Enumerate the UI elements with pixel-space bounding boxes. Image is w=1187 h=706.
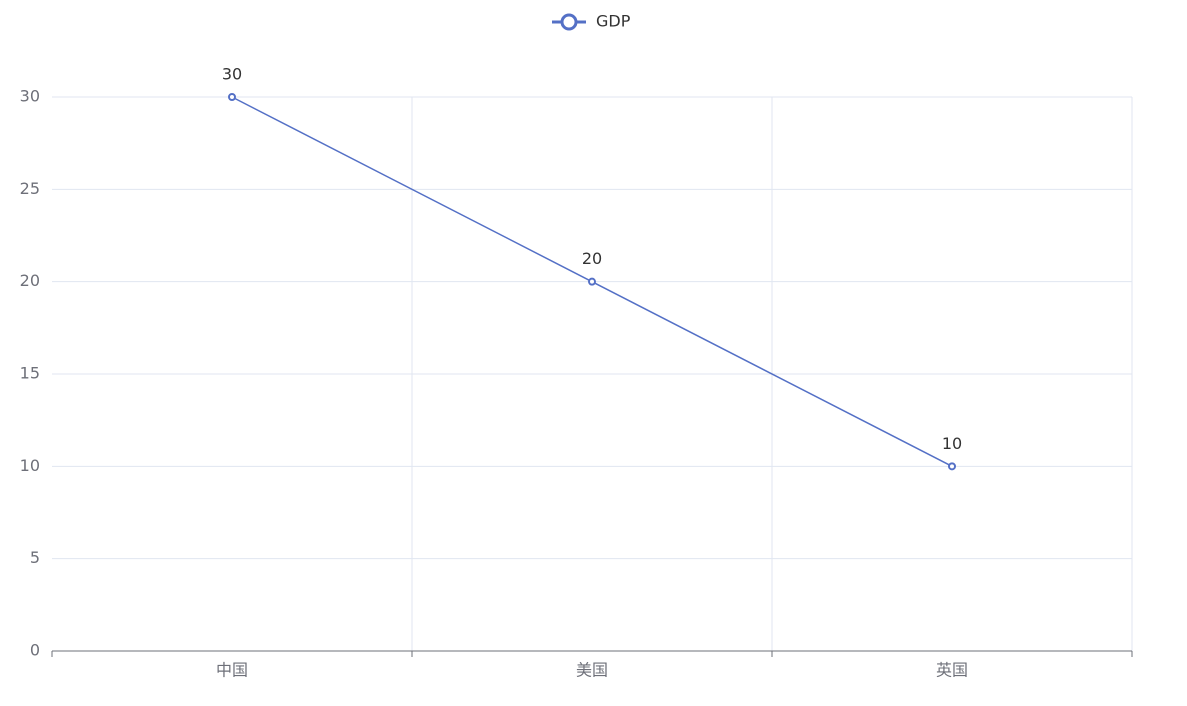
y-tick-label: 5	[30, 548, 40, 567]
y-tick-label: 20	[20, 271, 40, 290]
point	[588, 277, 596, 286]
x-tick-label: 美国	[576, 661, 608, 680]
data-label: 20	[582, 249, 602, 268]
x-tick-label: 英国	[936, 661, 968, 680]
data-label: 30	[222, 65, 242, 84]
legend-label: GDP	[596, 12, 631, 31]
x-tick-label: 中国	[216, 661, 248, 680]
y-tick-label: 15	[20, 364, 40, 383]
y-tick-label: 0	[30, 641, 40, 660]
data-label: 10	[942, 434, 962, 453]
y-tick-label: 25	[20, 179, 40, 198]
y-tick-label: 30	[20, 87, 40, 106]
legend-marker	[560, 13, 578, 31]
point	[948, 462, 956, 471]
point	[228, 93, 236, 101]
y-tick-label: 10	[20, 456, 40, 475]
